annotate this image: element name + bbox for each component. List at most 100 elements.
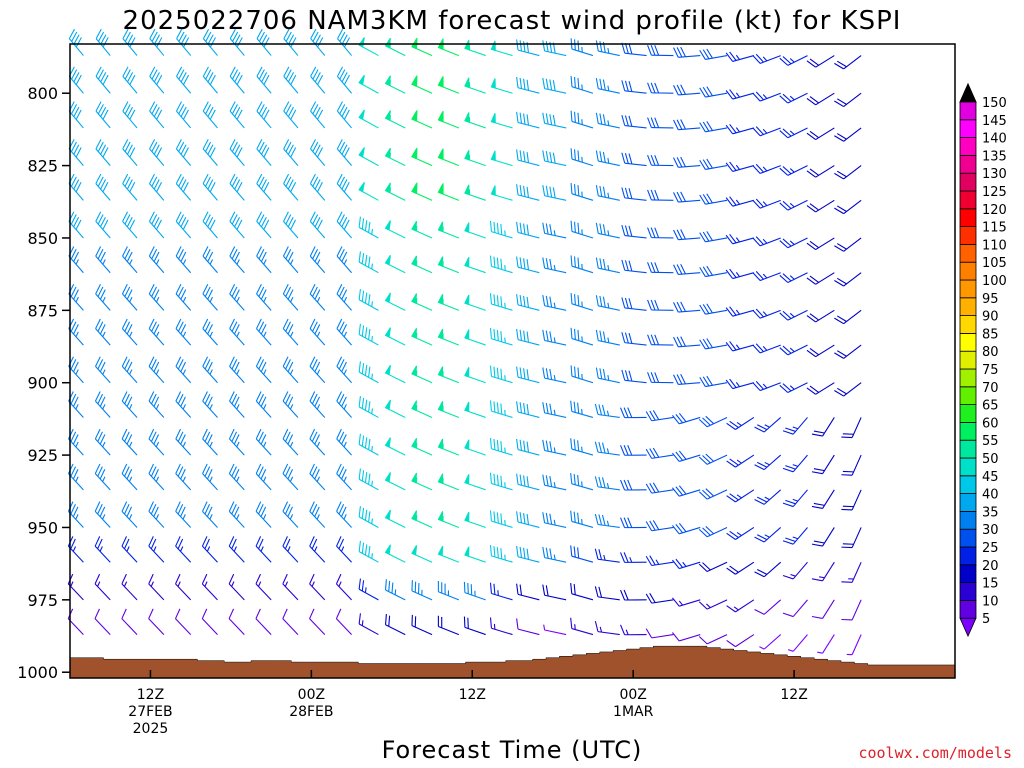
wind-barb (516, 511, 540, 528)
wind-barb (834, 272, 862, 287)
wind-barb (411, 110, 433, 129)
wind-barb (647, 227, 674, 239)
wind-barb (464, 367, 486, 384)
wind-barb (309, 246, 326, 274)
wind-barb (148, 283, 165, 311)
y-tick-label: 825 (27, 157, 58, 176)
wind-barb (489, 437, 513, 456)
wind-barb (282, 356, 299, 384)
wind-barb (570, 293, 594, 311)
wind-barb (620, 479, 647, 491)
wind-barb (834, 92, 862, 108)
wind-barb (490, 113, 513, 129)
x-tick-label: 27FEB (128, 704, 172, 720)
wind-barb (673, 263, 701, 275)
wind-barb (228, 573, 245, 601)
wind-barb (201, 536, 218, 563)
wind-barb (94, 501, 111, 528)
wind-barb (256, 66, 272, 94)
wind-barb (176, 66, 192, 94)
wind-barb (411, 438, 433, 456)
wind-barb (811, 489, 835, 509)
wind-barb (175, 463, 192, 491)
wind-barb (437, 110, 460, 129)
wind-barb (834, 382, 862, 397)
wind-barb (595, 222, 620, 239)
wind-barb (175, 101, 192, 129)
wind-barb (672, 522, 701, 535)
wind-barb (94, 428, 111, 456)
x-tick-label: 12Z (459, 687, 486, 703)
wind-barb (752, 380, 781, 392)
wind-barb (673, 191, 701, 203)
wind-barb (570, 38, 594, 57)
wind-barb (358, 288, 379, 311)
wind-barb (464, 112, 486, 129)
wind-barb (516, 39, 540, 57)
wind-barb (148, 211, 165, 239)
wind-barb (782, 454, 808, 473)
wind-barb (384, 327, 406, 346)
wind-barb (309, 608, 326, 635)
plot-frame (69, 43, 956, 679)
colorbar-label: 60 (982, 416, 999, 431)
wind-barb (384, 544, 406, 563)
wind-barb (759, 634, 782, 650)
wind-barb (336, 391, 352, 418)
colorbar-label: 30 (982, 523, 999, 538)
wind-barb (594, 586, 620, 601)
wind-barb (542, 257, 567, 274)
wind-barb (782, 561, 808, 580)
wind-barb (806, 55, 835, 68)
wind-barb (754, 417, 782, 433)
wind-barb (228, 463, 245, 491)
wind-barb (121, 501, 138, 528)
wind-barb (464, 39, 486, 57)
wind-barb (122, 139, 138, 166)
wind-barb (645, 482, 674, 494)
wind-barb (202, 211, 218, 239)
wind-barb (752, 308, 781, 319)
wind-barb (228, 536, 245, 563)
wind-barb (698, 599, 728, 610)
wind-barb (725, 378, 755, 390)
wind-barb (202, 428, 218, 456)
wind-barb (754, 489, 782, 505)
wind-barb (620, 589, 647, 601)
wind-barb (645, 593, 674, 604)
wind-barb (202, 66, 218, 94)
wind-barb (489, 327, 513, 346)
wind-barb (310, 101, 326, 129)
colorbar-swatch (959, 190, 977, 210)
wind-barb (699, 375, 728, 388)
wind-barb (282, 283, 299, 311)
wind-barb (542, 185, 567, 201)
colorbar-swatch (959, 315, 977, 334)
wind-barb (516, 618, 540, 636)
wind-barb (464, 222, 486, 239)
wind-barb (282, 391, 299, 418)
colorbar-label: 85 (982, 327, 999, 342)
x-tick-label: 12Z (780, 687, 807, 703)
wind-barb (570, 75, 594, 94)
wind-barb (516, 328, 540, 346)
wind-barb (336, 173, 353, 201)
wind-barb (255, 501, 272, 528)
wind-barb (309, 391, 326, 418)
wind-barb (202, 101, 218, 129)
colorbar-swatch (959, 332, 977, 352)
wind-barb (754, 454, 782, 471)
wind-barb (411, 545, 433, 563)
wind-barb (358, 540, 379, 563)
wind-barb (490, 40, 513, 57)
wind-barb (282, 536, 299, 563)
colorbar-label: 55 (982, 434, 999, 449)
wind-barb (463, 616, 486, 636)
wind-barb (621, 114, 647, 129)
wind-barb (806, 309, 835, 323)
wind-barb (94, 608, 111, 635)
wind-barb (229, 28, 245, 56)
wind-barb (570, 110, 594, 129)
wind-barb (95, 211, 111, 239)
wind-barb (647, 44, 674, 57)
